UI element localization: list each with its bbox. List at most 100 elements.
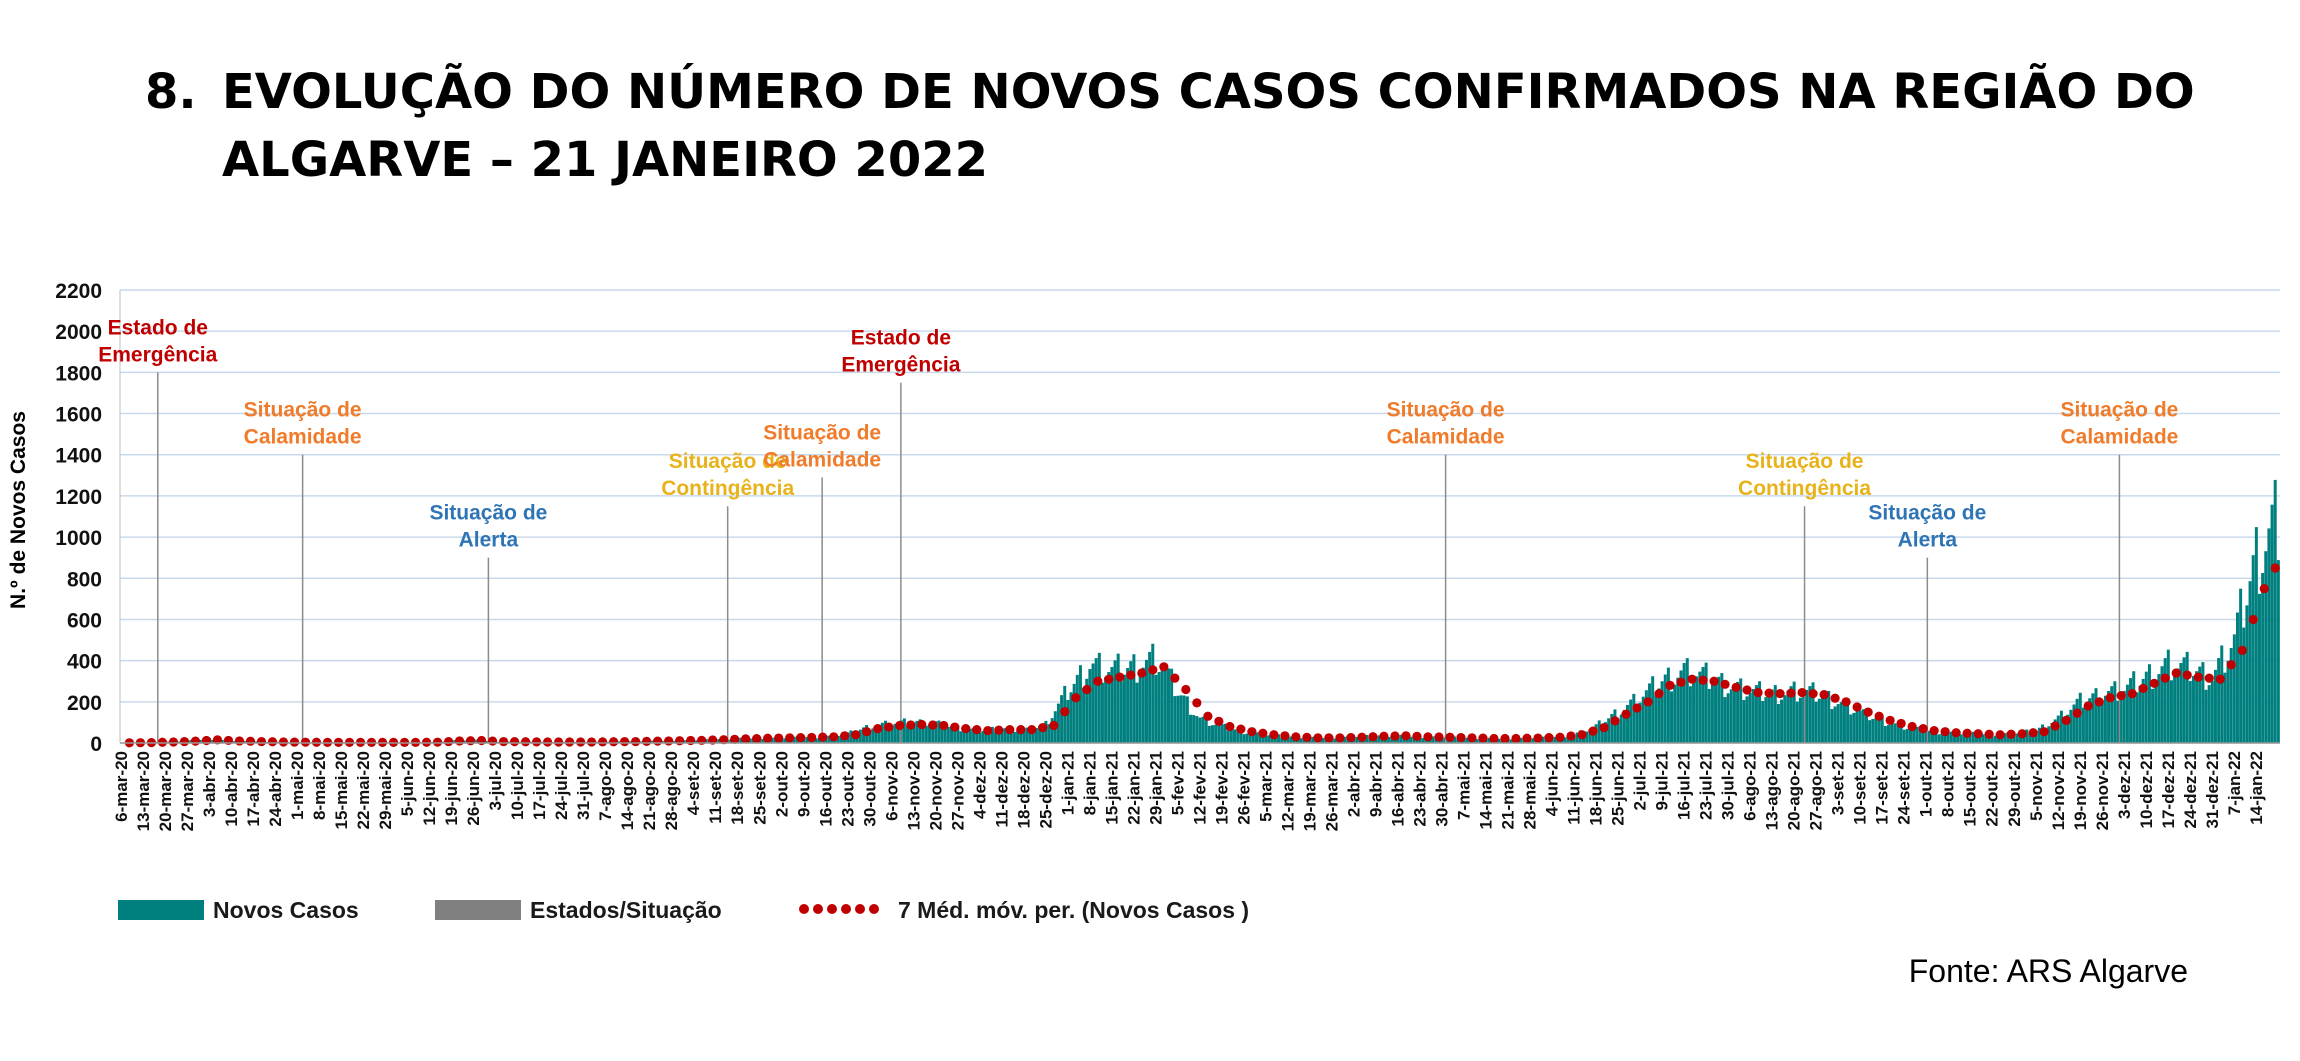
bar: [1006, 727, 1010, 743]
bar: [1676, 677, 1680, 743]
bar: [1849, 714, 1853, 743]
bar: [1163, 668, 1167, 743]
x-tick-label: 19-nov-21: [2071, 751, 2090, 830]
moving-avg-point: [906, 720, 916, 730]
bar: [1465, 737, 1469, 743]
bar: [1695, 676, 1699, 743]
x-tick-label: 9-abr-21: [1367, 751, 1386, 817]
bar: [1182, 695, 1186, 743]
bar: [2163, 658, 2167, 743]
moving-avg-point: [1104, 674, 1114, 684]
bar: [2198, 666, 2202, 743]
moving-avg-point: [1192, 698, 1202, 708]
bar: [1475, 739, 1479, 743]
moving-avg-point: [1148, 665, 1158, 675]
bar: [1902, 729, 1906, 743]
bar: [1626, 704, 1630, 743]
bar: [1805, 689, 1809, 743]
moving-avg-point: [1357, 732, 1367, 742]
moving-avg-point: [2116, 691, 2126, 701]
bar: [770, 737, 774, 743]
bar: [1097, 652, 1101, 743]
x-tick-label: 10-jul-20: [508, 751, 527, 820]
bar: [2088, 698, 2092, 743]
bar: [1204, 716, 1208, 743]
bar: [1173, 696, 1177, 743]
moving-avg-point: [443, 736, 454, 747]
bar: [1431, 736, 1435, 743]
legend-swatch-moving-avg: [799, 904, 879, 914]
bar: [1531, 738, 1535, 743]
bar: [2103, 695, 2107, 743]
bar: [2107, 691, 2111, 743]
bar: [1723, 697, 1727, 743]
bar: [1132, 654, 1136, 743]
bar: [2141, 678, 2145, 743]
y-tick-label: 2200: [55, 280, 102, 303]
bar: [849, 730, 853, 743]
bar: [2113, 681, 2117, 743]
bar: [2169, 680, 2173, 743]
moving-avg-point: [1566, 731, 1576, 741]
moving-avg-point: [1269, 730, 1279, 740]
moving-avg-point: [1170, 673, 1180, 683]
moving-avg-point: [1423, 732, 1433, 742]
bar: [1846, 699, 1850, 743]
legend-swatch-novos-casos: [118, 900, 204, 920]
bar: [1286, 736, 1290, 743]
bar: [475, 739, 479, 743]
bar: [1399, 734, 1403, 743]
bar: [2191, 676, 2195, 743]
x-tick-label: 11-dez-20: [992, 751, 1011, 828]
bar: [2270, 504, 2274, 743]
x-tick-label: 23-out-20: [838, 751, 857, 827]
event-label: Situação de: [1387, 399, 1505, 422]
event-label: Calamidade: [1387, 426, 1505, 449]
moving-avg-point: [1753, 687, 1763, 698]
bar: [2232, 634, 2236, 743]
source-note: Fonte: ARS Algarve: [1908, 953, 2188, 989]
bar: [1965, 733, 1969, 743]
bar: [2138, 685, 2142, 743]
bar: [1770, 689, 1774, 743]
bar: [1871, 718, 1875, 743]
bar: [1245, 733, 1249, 743]
x-tick-label: 24-set-21: [1895, 751, 1914, 825]
moving-avg-point: [950, 722, 960, 732]
bar: [1707, 688, 1711, 743]
bar: [1226, 730, 1230, 743]
x-tick-label: 23-abr-21: [1411, 751, 1430, 827]
title-line-2: ALGARVE – 21 JANEIRO 2022: [222, 132, 989, 188]
moving-avg-point: [1060, 707, 1070, 717]
x-tick-label: 21-mai-21: [1499, 751, 1518, 829]
bar: [1607, 718, 1611, 743]
y-tick-label: 200: [67, 692, 102, 715]
y-tick-label: 600: [67, 609, 102, 632]
x-tick-label: 5-mar-21: [1257, 751, 1276, 822]
bar: [1701, 667, 1705, 743]
bar: [1905, 728, 1909, 743]
moving-avg-point: [520, 737, 531, 747]
bar: [1732, 685, 1736, 743]
bar: [984, 729, 988, 743]
moving-avg-point: [1621, 709, 1631, 719]
bar: [2100, 700, 2104, 743]
moving-avg-point: [1951, 728, 1961, 738]
bar: [695, 740, 699, 743]
moving-avg-point: [1797, 687, 1807, 698]
bar: [2069, 709, 2073, 743]
bar: [1751, 689, 1755, 743]
bar: [1798, 697, 1802, 743]
bar: [242, 740, 246, 743]
bar: [2213, 669, 2217, 743]
bar: [1453, 736, 1457, 743]
bar: [1022, 729, 1026, 743]
moving-avg-point: [1324, 733, 1334, 743]
moving-avg-point: [2083, 701, 2093, 711]
bar: [877, 724, 881, 743]
bar: [858, 729, 862, 743]
moving-avg-point: [774, 733, 784, 743]
moving-avg-point: [664, 736, 674, 746]
bar: [1116, 653, 1120, 743]
bar: [1072, 683, 1076, 743]
